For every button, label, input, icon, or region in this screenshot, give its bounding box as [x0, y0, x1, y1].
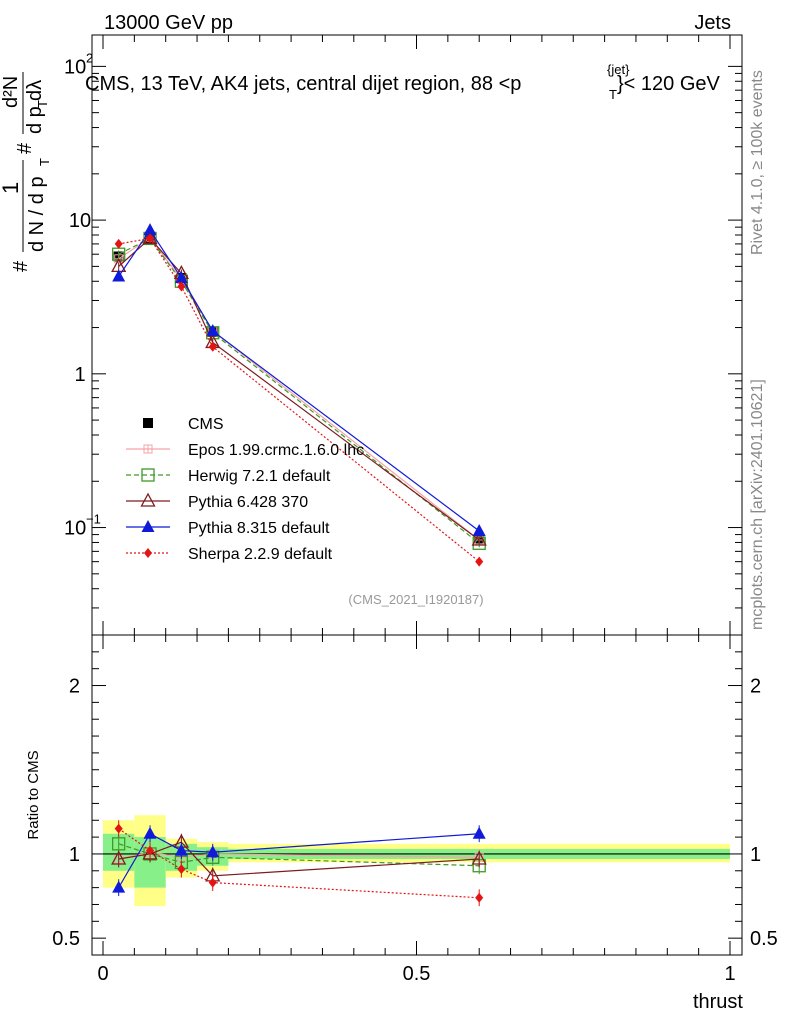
- ratio-point-4: [146, 845, 155, 856]
- ratio-point-3: [112, 880, 126, 893]
- series-point-2: [471, 531, 487, 546]
- ylabel-dpt-sub: T: [35, 100, 50, 108]
- y-tick-label: 1: [74, 364, 85, 386]
- y-tick-exponent: −1: [86, 512, 101, 527]
- ylabel-frac-num: 1: [0, 182, 23, 194]
- legend-marker-4: [144, 548, 152, 558]
- legend-label-4: Sherpa 2.2.9 default: [188, 546, 333, 563]
- y-tick-label: 10: [64, 518, 86, 540]
- ratio-plot-frame: [91, 634, 743, 956]
- legend: CMS Epos 1.99.crmc.1.6.0 lhc Herwig 7.2.1 …: [126, 416, 364, 563]
- ylabel-dl: dλ: [24, 80, 46, 101]
- ylabel-hash1: #: [10, 260, 32, 272]
- ratio-y-tick-label: 0.5: [52, 928, 80, 950]
- legend-marker-0: [143, 444, 153, 454]
- header-right: Jets: [694, 12, 731, 34]
- ratio-point-3: [206, 845, 220, 858]
- ratio-point-1: [112, 837, 126, 851]
- series-point-3: [206, 323, 220, 336]
- plot-title-sub: T: [609, 87, 617, 102]
- main-plot-frame: [91, 34, 743, 636]
- side-label-rivet: Rivet 4.1.0, ≥ 100k events: [749, 70, 766, 255]
- ratio-y-tick-label: 2: [69, 676, 80, 698]
- analysis-id: (CMS_2021_I1920187): [348, 592, 483, 607]
- main-plot-area: [92, 35, 742, 636]
- series-line-4: [118, 237, 480, 563]
- series-line-3: [118, 229, 480, 532]
- header-left: 13000 GeV pp: [104, 12, 233, 34]
- plot-title: CMS, 13 TeV, AK4 jets, central dijet reg…: [85, 73, 521, 95]
- ratio-y-axis-label: Ratio to CMS: [25, 750, 42, 839]
- series-point-3: [143, 223, 157, 236]
- ylabel-frac-den-sub: T: [37, 158, 52, 166]
- legend-marker-2: [140, 492, 156, 507]
- ratio-point-3: [472, 826, 486, 839]
- ylabel-dpt: d p: [24, 106, 46, 134]
- y-tick-label: 10: [64, 56, 86, 78]
- ylabel-hash2: #: [14, 142, 36, 154]
- side-label-mcplots: mcplots.cern.ch [arXiv:2401.10621]: [749, 379, 766, 630]
- ratio-plot-area: [92, 635, 742, 955]
- series-point-4: [177, 281, 186, 292]
- legend-label-0: Epos 1.99.crmc.1.6.0 lhc: [188, 442, 364, 459]
- x-tick-label: 0: [97, 963, 108, 985]
- legend-label-cms: CMS: [188, 416, 224, 433]
- ratio-point-2: [471, 850, 487, 865]
- y-tick-label: 10: [69, 210, 91, 232]
- plot-title-tail: }< 120 GeV: [617, 73, 721, 95]
- series-point-4: [208, 341, 217, 352]
- series-point-3: [472, 523, 486, 536]
- series-point-4: [114, 238, 123, 249]
- ratio-point-4: [114, 823, 123, 834]
- legend-label-3: Pythia 8.315 default: [188, 520, 330, 537]
- ratio-point-4: [208, 877, 217, 888]
- ratio-y-tick-label-right: 1: [750, 844, 761, 866]
- legend-marker-3: [141, 520, 155, 532]
- series-point-4: [475, 556, 484, 567]
- main-y-axis-label: # 1 d N / d p T # d²N d p T dλ: [0, 72, 52, 272]
- ratio-point-3: [143, 826, 157, 839]
- x-tick-label: 0.5: [403, 963, 431, 985]
- ratio-point-4: [475, 892, 484, 903]
- series-point-3: [174, 271, 188, 284]
- ratio-point-3: [174, 843, 188, 856]
- series-point-3: [112, 269, 126, 282]
- legend-marker-1: [141, 468, 155, 482]
- x-tick-label: 1: [724, 963, 735, 985]
- ylabel-d2n: d²N: [0, 76, 22, 108]
- ratio-point-4: [177, 864, 186, 875]
- series-point-4: [146, 233, 155, 244]
- ylabel-frac-den: d N / d p: [26, 176, 48, 252]
- ratio-y-tick-label-right: 0.5: [750, 928, 778, 950]
- plot-title-main: CMS, 13 TeV, AK4 jets, central dijet reg…: [85, 73, 521, 95]
- y-tick-exponent: 2: [86, 50, 93, 65]
- legend-label-1: Herwig 7.2.1 default: [188, 468, 331, 485]
- legend-label-2: Pythia 6.428 370: [188, 494, 308, 511]
- ratio-y-tick-label-right: 2: [750, 676, 761, 698]
- ratio-line-4: [118, 828, 480, 899]
- plot-title-sup: {jet}: [607, 62, 630, 77]
- ratio-y-tick-label: 1: [69, 844, 80, 866]
- legend-marker-cms: [143, 418, 153, 428]
- x-axis-label: thrust: [693, 991, 743, 1013]
- ratio-point-2: [111, 850, 127, 865]
